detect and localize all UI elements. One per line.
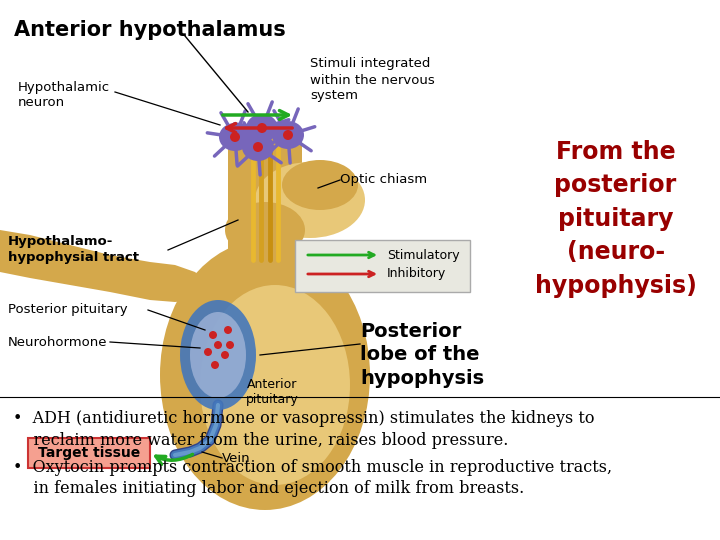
Text: Posterior
lobe of the
hypophysis: Posterior lobe of the hypophysis: [360, 322, 484, 388]
Text: Posterior pituitary: Posterior pituitary: [8, 303, 127, 316]
Text: Hypothalamic
neuron: Hypothalamic neuron: [18, 80, 110, 110]
Ellipse shape: [282, 160, 358, 210]
Ellipse shape: [225, 202, 305, 258]
Ellipse shape: [211, 361, 219, 369]
Text: Stimuli integrated
within the nervous
system: Stimuli integrated within the nervous sy…: [310, 57, 435, 103]
Ellipse shape: [180, 300, 256, 410]
Text: in females initiating labor and ejection of milk from breasts.: in females initiating labor and ejection…: [13, 480, 524, 497]
Text: reclaim more water from the urine, raises blood pressure.: reclaim more water from the urine, raise…: [13, 431, 508, 449]
Text: Vein: Vein: [222, 451, 251, 464]
Ellipse shape: [209, 331, 217, 339]
Ellipse shape: [255, 162, 365, 238]
Ellipse shape: [283, 130, 293, 140]
Ellipse shape: [257, 123, 267, 133]
Text: Target tissue: Target tissue: [38, 446, 140, 460]
Ellipse shape: [214, 341, 222, 349]
Ellipse shape: [200, 285, 350, 485]
Ellipse shape: [242, 133, 274, 161]
Ellipse shape: [221, 351, 229, 359]
Text: Optic chiasm: Optic chiasm: [340, 173, 427, 186]
Text: Hypothalamo-
hypophysial tract: Hypothalamo- hypophysial tract: [8, 235, 139, 265]
Ellipse shape: [253, 142, 263, 152]
Ellipse shape: [190, 312, 246, 398]
Text: Neurohormone: Neurohormone: [8, 335, 107, 348]
Text: Inhibitory: Inhibitory: [387, 267, 446, 280]
Text: •  Oxytocin prompts contraction of smooth muscle in reproductive tracts,: • Oxytocin prompts contraction of smooth…: [13, 458, 612, 476]
Ellipse shape: [219, 123, 251, 151]
Ellipse shape: [224, 326, 232, 334]
Ellipse shape: [204, 348, 212, 356]
Text: Stimulatory: Stimulatory: [387, 248, 459, 261]
Ellipse shape: [160, 240, 370, 510]
Text: From the
posterior
pituitary
(neuro-
hypophysis): From the posterior pituitary (neuro- hyp…: [535, 140, 696, 298]
Text: Anterior hypothalamus: Anterior hypothalamus: [14, 20, 286, 40]
Text: •  ADH (antidiuretic hormone or vasopressin) stimulates the kidneys to: • ADH (antidiuretic hormone or vasopress…: [13, 410, 595, 427]
Bar: [295, 240, 470, 292]
Ellipse shape: [272, 121, 304, 149]
Ellipse shape: [226, 341, 234, 349]
Polygon shape: [0, 230, 205, 302]
Ellipse shape: [230, 132, 240, 142]
Bar: [28, 438, 150, 468]
Ellipse shape: [246, 114, 278, 142]
Bar: [228, 130, 302, 260]
Text: Anterior
pituitary: Anterior pituitary: [246, 378, 298, 406]
